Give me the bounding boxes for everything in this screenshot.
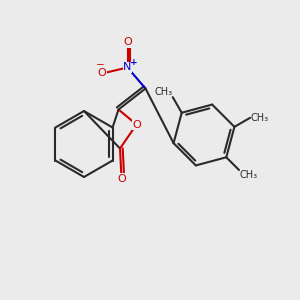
Text: +: + — [130, 58, 138, 67]
Text: −: − — [96, 60, 105, 70]
Text: CH₃: CH₃ — [154, 87, 172, 97]
Text: CH₃: CH₃ — [239, 170, 258, 180]
Text: O: O — [117, 173, 126, 184]
Text: N: N — [123, 62, 132, 73]
Text: O: O — [132, 119, 141, 130]
Text: O: O — [98, 68, 106, 79]
Text: O: O — [123, 37, 132, 47]
Text: CH₃: CH₃ — [250, 112, 269, 122]
